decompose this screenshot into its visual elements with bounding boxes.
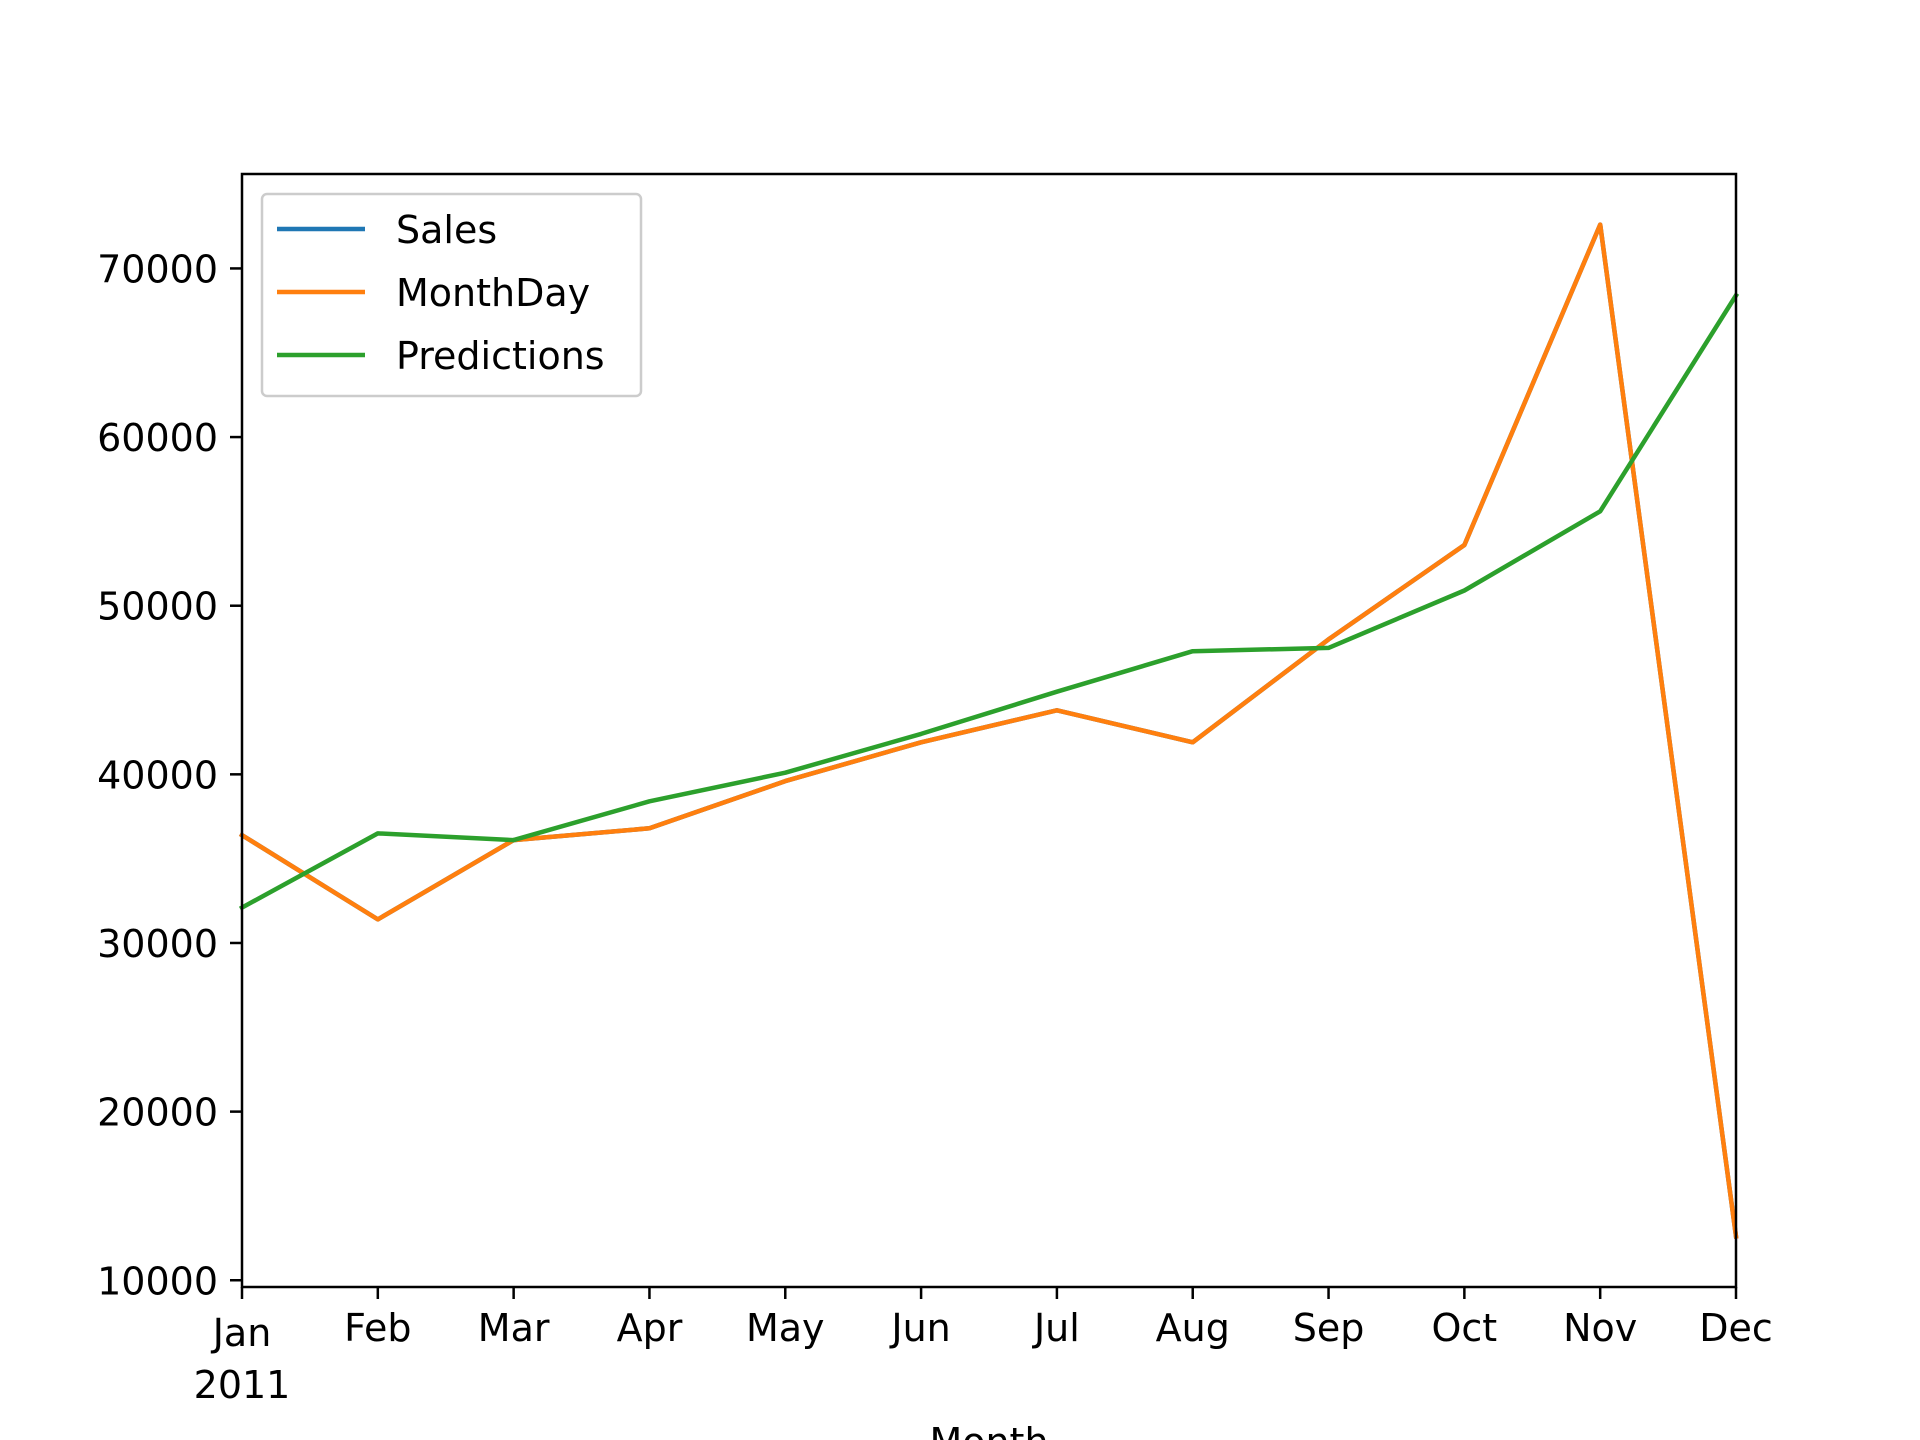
x-tick-label-sep: Sep xyxy=(1293,1306,1365,1350)
x-tick-label-jun: Jun xyxy=(889,1306,950,1350)
x-tick-label-jul: Jul xyxy=(1032,1306,1080,1350)
x-tick-label-nov: Nov xyxy=(1563,1306,1637,1350)
x-tick-label-apr: Apr xyxy=(617,1306,683,1350)
y-tick-label-50000: 50000 xyxy=(97,585,218,629)
x-tick-label-aug: Aug xyxy=(1156,1306,1230,1350)
y-tick-label-70000: 70000 xyxy=(97,247,218,291)
y-tick-label-10000: 10000 xyxy=(97,1259,218,1303)
legend-box xyxy=(260,192,643,398)
legend-label-monthday: MonthDay xyxy=(396,271,590,315)
series-layer xyxy=(238,222,1740,1239)
x-tick-label-oct: Oct xyxy=(1432,1306,1498,1350)
x-tick-label-may: May xyxy=(746,1306,825,1350)
x-axis: Jan Feb Mar Apr May Jun Jul Aug Sep Oct Nov Dec xyxy=(211,1287,1773,1355)
y-tick-label-30000: 30000 xyxy=(97,922,218,966)
y-tick-label-60000: 60000 xyxy=(97,416,218,460)
legend: Sales MonthDay Predictions xyxy=(260,192,643,398)
x-tick-label-jan: Jan xyxy=(211,1311,272,1355)
y-tick-label-20000: 20000 xyxy=(97,1091,218,1135)
y-axis: 10000 20000 30000 40000 50000 60000 70000 xyxy=(97,247,242,1303)
plot-frame xyxy=(240,172,1738,1289)
x-axis-year-label: 2011 xyxy=(194,1363,291,1407)
y-tick-label-40000: 40000 xyxy=(97,753,218,797)
series-line-predictions xyxy=(238,292,1740,911)
legend-label-sales: Sales xyxy=(396,208,497,252)
series-line-monthday xyxy=(238,222,1739,1239)
x-tick-label-feb: Feb xyxy=(344,1306,411,1350)
x-tick-label-dec: Dec xyxy=(1699,1306,1773,1350)
legend-label-predictions: Predictions xyxy=(396,334,605,378)
x-tick-label-mar: Mar xyxy=(478,1306,550,1350)
x-axis-label: Month xyxy=(929,1420,1048,1440)
